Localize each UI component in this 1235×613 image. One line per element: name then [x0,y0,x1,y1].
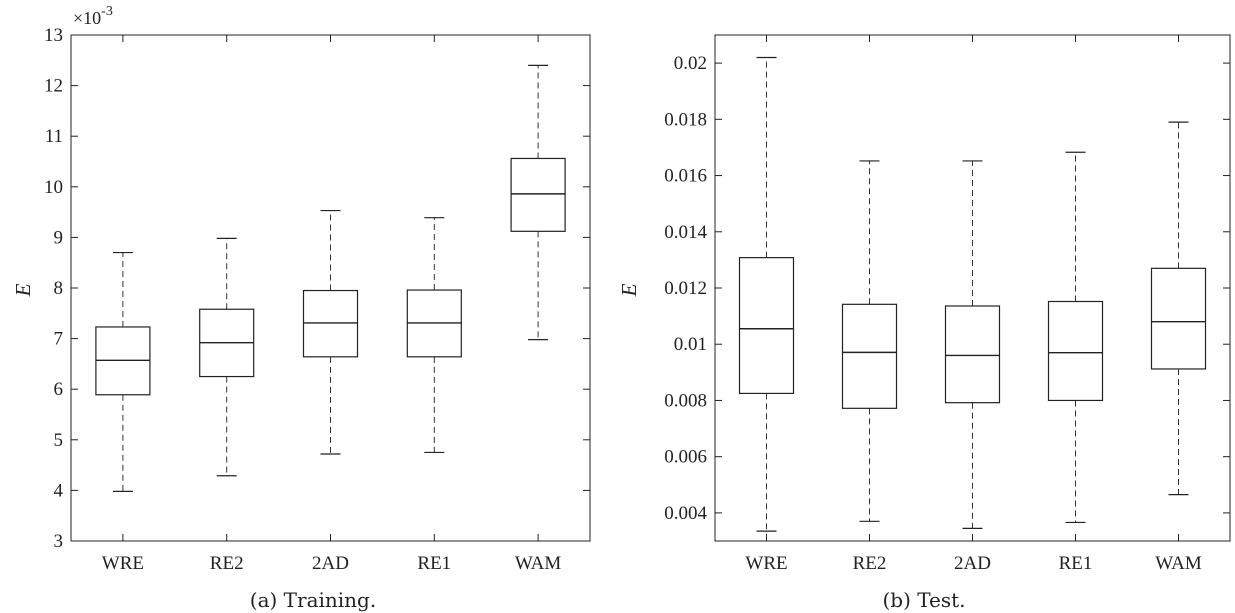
y-tick-label: 0.018 [664,109,707,130]
y-tick-label: 13 [44,25,63,46]
y-tick-label: 0.02 [674,53,707,74]
box-wam [1150,121,1207,496]
box-re1 [406,217,462,454]
y-tick-label: 12 [44,76,63,97]
iqr-box [944,305,1001,404]
y-tick-label: 8 [54,278,64,299]
y-multiplier-training: ×10-3 [73,4,113,28]
x-tick-label: WAM [1155,553,1202,574]
panel-training: 3 4 5 6 7 8 9 10 11 12 13 WRE RE2 2AD RE1 WAM [44,25,591,574]
x-tick-label: RE1 [417,553,451,574]
x-tick-label: WRE [745,553,787,574]
y-tick-label: 5 [54,430,64,451]
y-tick-label: 11 [45,126,63,147]
x-tick-label: 2AD [312,553,349,574]
box-2ad [944,160,1001,529]
y-tick-label: 0.014 [664,222,707,243]
box-wam [510,64,566,341]
x-tick-label: RE1 [1059,553,1093,574]
y-tick-label: 0.008 [664,390,707,411]
x-tick-label: 2AD [954,553,991,574]
y-axis-label-test: E [617,283,641,297]
panel-test: 0.004 0.006 0.008 0.01 0.012 0.014 0.016 0.018 0… [664,34,1231,574]
y-tick-label: 6 [54,379,64,400]
iqr-box [841,303,898,409]
x-tick-label: RE2 [853,553,887,574]
y-tick-label: 7 [54,329,64,350]
x-tick-label: WAM [515,553,562,574]
box-re2 [841,160,898,522]
y-tick-label: 0.004 [664,503,707,524]
iqr-box [302,289,359,358]
x-tick-label: WRE [102,553,144,574]
y-tick-label: 0.006 [664,447,707,468]
box-re2 [199,237,255,477]
y-tick-label: 9 [54,227,64,248]
y-tick-label: 0.016 [664,166,707,187]
y-tick-label: 0.01 [674,334,707,355]
iqr-box [1150,267,1207,370]
box-re1 [1047,151,1104,524]
caption-test: (b) Test. [882,588,965,612]
x-tick-label: RE2 [210,553,244,574]
y-tick-label: 3 [54,531,64,552]
y-tick-label: 0.012 [664,278,707,299]
box-2ad [302,209,359,455]
iqr-box [1047,300,1104,402]
iqr-box [738,257,795,395]
y-tick-label: 4 [54,480,64,501]
box-wre [738,56,795,532]
caption-training: (a) Training. [250,588,376,612]
y-axis-label-training: E [11,283,35,297]
box-wre [95,251,151,493]
iqr-box [510,157,566,232]
y-tick-label: 10 [44,177,63,198]
